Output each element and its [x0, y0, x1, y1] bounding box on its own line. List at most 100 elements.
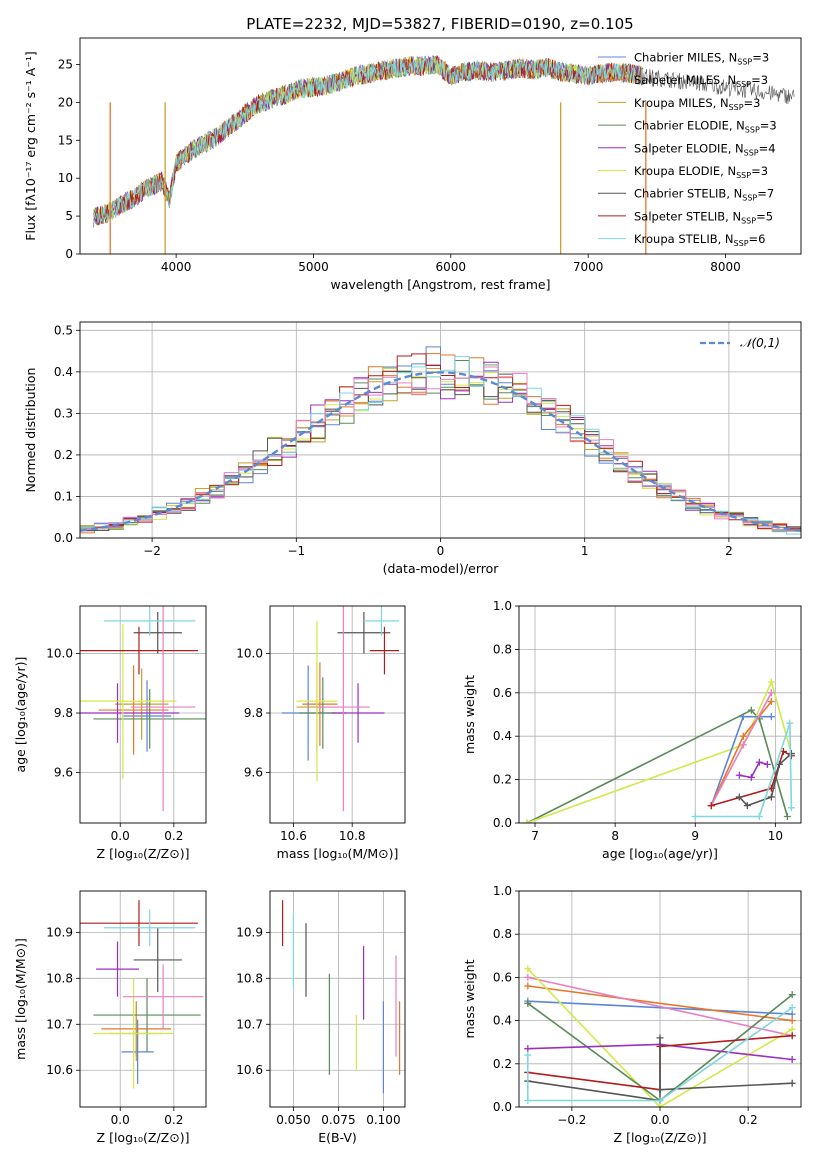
x-tick-label: 8000 [710, 260, 741, 274]
series-line [527, 1000, 793, 1015]
series-marker [767, 678, 775, 686]
series-line [695, 722, 793, 818]
series-marker [743, 802, 751, 810]
x-tick-label: −0.2 [557, 1113, 586, 1127]
x-axis-label: age [log₁₀(age/yr)] [602, 846, 718, 861]
y-tick-label: 0 [65, 247, 73, 261]
y-tick-label: 25 [58, 58, 73, 72]
y-axis-label: mass weight [462, 959, 477, 1038]
x-tick-label: 0.0 [650, 1113, 669, 1127]
y-tick-label: 0.0 [493, 816, 512, 830]
series-line [739, 761, 768, 779]
x-tick-label: 4000 [161, 260, 192, 274]
y-tick-label: 10.7 [46, 1017, 73, 1031]
y-tick-label: 0.0 [54, 531, 73, 545]
legend-subscript: SSP [736, 80, 751, 89]
y-tick-label: 10.9 [46, 925, 73, 939]
series-line [527, 985, 793, 1022]
y-tick-label: 10.0 [236, 647, 263, 661]
y-tick-label: 0.8 [493, 642, 512, 656]
x-axis-label: (data-model)/error [383, 561, 500, 576]
series-marker [691, 812, 699, 820]
y-tick-label: 0.4 [493, 1014, 512, 1028]
legend-count: =3 [752, 51, 769, 65]
legend-count: =3 [751, 164, 768, 178]
axes-frame [79, 321, 802, 539]
legend-label: Kroupa ELODIE, NSSP=3 [634, 164, 768, 180]
series-marker [656, 1034, 664, 1042]
y-axis-label: mass weight [462, 675, 477, 754]
series-marker [747, 773, 755, 781]
legend-subscript: SSP [745, 126, 760, 135]
x-tick-label: 9 [691, 829, 699, 843]
x-axis-label: E(B-V) [318, 1130, 357, 1145]
y-tick-label: 0.4 [54, 365, 73, 379]
legend-count: =5 [756, 209, 773, 223]
series-marker [524, 982, 532, 990]
series-line [526, 679, 793, 823]
x-tick-label: 0.075 [321, 1113, 355, 1127]
legend-count: =3 [760, 119, 777, 133]
errorbar-group [80, 606, 206, 812]
legend-subscript: SSP [744, 148, 759, 157]
legend-label: Chabrier MILES, NSSP=3 [634, 51, 769, 67]
y-tick-label: 10.8 [236, 971, 263, 985]
x-tick-label: 8 [611, 829, 619, 843]
legend-subscript: SSP [737, 58, 752, 67]
series-marker [747, 706, 755, 714]
series-marker [735, 793, 743, 801]
x-tick-label: 10.8 [339, 829, 366, 843]
x-axis-label: Z [log₁₀(Z/Z⊙)] [614, 1130, 707, 1145]
x-tick-label: 7000 [573, 260, 604, 274]
legend-label: Salpeter STELIB, NSSP=5 [634, 209, 773, 225]
series-marker [767, 697, 775, 705]
chart-mass-vs-ebv: 0.050 0.075 0.100 10.6 10.7 10.8 10.9 E(B-V) [236, 890, 406, 1145]
y-tick-label: 10.7 [236, 1017, 263, 1031]
series-marker [783, 812, 791, 820]
series-line [527, 976, 793, 1037]
series-group [524, 965, 796, 1107]
y-tick-label: 0.4 [493, 729, 512, 743]
x-tick-label: 2 [725, 544, 733, 558]
legend-label: Chabrier ELODIE, NSSP=3 [634, 119, 777, 135]
histogram-step [80, 353, 801, 534]
y-tick-label: 0.6 [493, 686, 512, 700]
series-marker [767, 689, 775, 697]
axes-frame [269, 605, 406, 824]
y-tick-label: 0.0 [493, 1100, 512, 1114]
series-marker [707, 802, 715, 810]
series-marker [656, 1097, 664, 1105]
legend-subscript: SSP [734, 239, 749, 248]
series-marker [656, 1086, 664, 1094]
y-tick-label: 10.8 [46, 971, 73, 985]
x-tick-label: 10 [768, 829, 783, 843]
y-tick-label: 9.8 [244, 706, 263, 720]
series-marker [523, 819, 531, 823]
series-marker [788, 1025, 796, 1033]
spectrum-lines [93, 54, 795, 254]
y-tick-label: 0.6 [493, 970, 512, 984]
x-tick-label: −2 [143, 544, 161, 558]
series-marker [787, 750, 795, 758]
histogram-step [80, 366, 801, 532]
series-marker [755, 758, 763, 766]
legend-label: Salpeter MILES, NSSP=3 [634, 73, 768, 89]
panels: 4000 5000 6000 7000 80000510152025wavelength… [13, 37, 802, 1145]
figure-title: PLATE=2232, MJD=53827, FIBERID=0190, z=0… [246, 15, 633, 33]
series-marker [735, 771, 743, 779]
y-tick-label: 1.0 [493, 599, 512, 613]
y-tick-label: 10.0 [46, 647, 73, 661]
series-marker [524, 999, 532, 1007]
errorbar-group [281, 606, 400, 812]
x-tick-label: 1 [581, 544, 589, 558]
histogram-step [80, 355, 801, 535]
errorbar-group [282, 900, 401, 1094]
series-marker [788, 1017, 796, 1025]
chart-residuals: −2 −1 0 1 2 0.0 0.1 0.2 0.3 0.4 0.5 (data-model)/er… [23, 321, 802, 576]
y-axis-label: mass [log₁₀(M/M⊙)] [13, 938, 28, 1060]
x-axis-label: wavelength [Angstrom, rest frame] [330, 277, 550, 292]
legend-label: Salpeter ELODIE, NSSP=4 [634, 141, 776, 157]
y-tick-label: 10.6 [46, 1063, 73, 1077]
legend-count: =3 [751, 73, 768, 87]
series-marker [524, 1045, 532, 1053]
